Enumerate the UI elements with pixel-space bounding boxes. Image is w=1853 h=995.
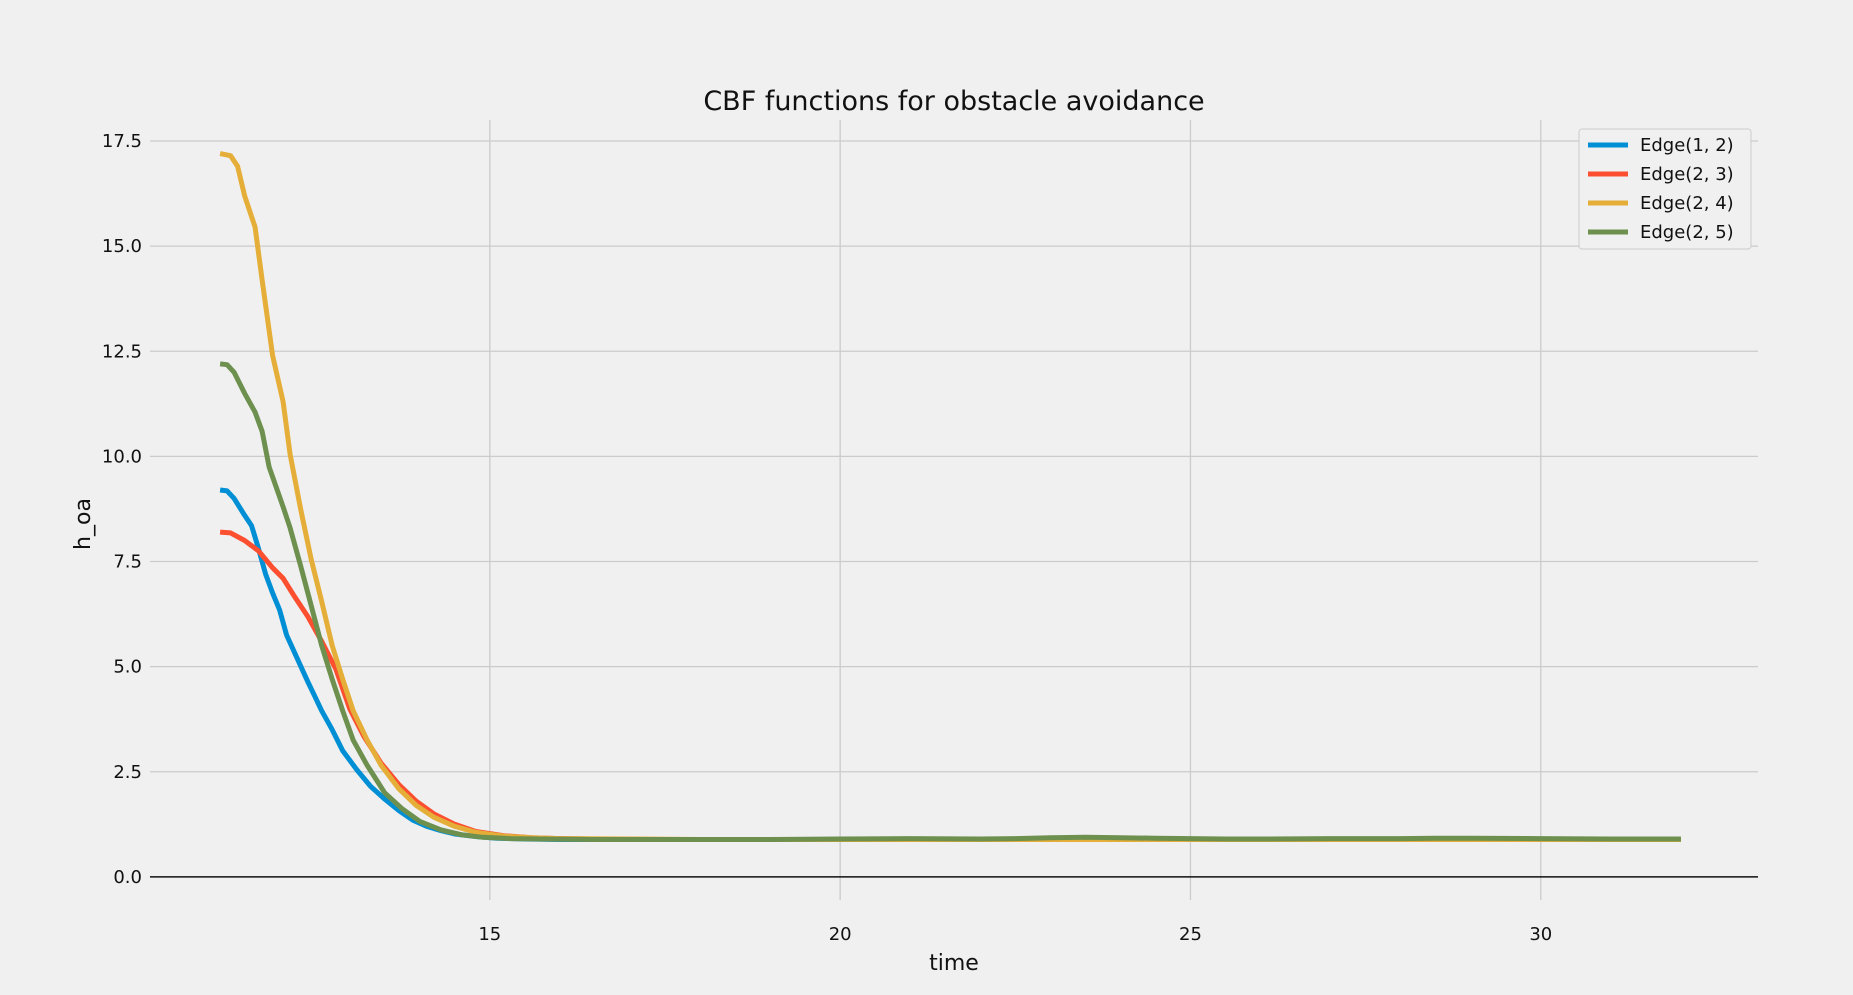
legend-label: Edge(1, 2) xyxy=(1640,135,1734,156)
grid xyxy=(150,120,1758,900)
y-tick-label: 12.5 xyxy=(102,341,142,362)
legend-entry: Edge(2, 3) xyxy=(1588,164,1734,185)
series-line-edge-2-4 xyxy=(219,151,1681,842)
legend-entry: Edge(2, 4) xyxy=(1588,193,1734,214)
y-axis-label: h_oa xyxy=(71,498,96,550)
x-tick-label: 20 xyxy=(829,924,852,945)
y-tick-label: 2.5 xyxy=(113,762,142,783)
y-tick-label: 7.5 xyxy=(113,552,142,573)
x-tick-labels: 15 20 25 30 xyxy=(478,924,1552,945)
x-axis-label: time xyxy=(929,951,979,976)
x-tick-label: 30 xyxy=(1529,924,1552,945)
y-tick-label: 0.0 xyxy=(113,867,142,888)
series-lines xyxy=(219,151,1681,842)
chart-title: CBF functions for obstacle avoidance xyxy=(703,86,1204,117)
x-tick-label: 25 xyxy=(1179,924,1202,945)
series-line-edge-2-5 xyxy=(219,361,1681,842)
legend-label: Edge(2, 5) xyxy=(1640,222,1734,243)
y-tick-label: 5.0 xyxy=(113,657,142,678)
legend: Edge(1, 2) Edge(2, 3) Edge(2, 4) Edge(2,… xyxy=(1578,128,1752,250)
legend-label: Edge(2, 3) xyxy=(1640,164,1734,185)
axes: 15 20 25 30 0.0 2.5 5.0 7.5 10.0 12.5 15.0 17.5 xyxy=(102,131,1552,945)
y-tick-label: 15.0 xyxy=(102,236,142,257)
legend-entry: Edge(1, 2) xyxy=(1588,135,1734,156)
y-tick-labels: 0.0 2.5 5.0 7.5 10.0 12.5 15.0 17.5 xyxy=(102,131,142,888)
legend-entry: Edge(2, 5) xyxy=(1588,222,1734,243)
legend-box xyxy=(1578,128,1752,250)
series-line-edge-1-2 xyxy=(219,487,1681,842)
y-tick-label: 17.5 xyxy=(102,131,142,152)
y-tick-label: 10.0 xyxy=(102,446,142,467)
x-tick-label: 15 xyxy=(478,924,501,945)
series-line-edge-2-3 xyxy=(219,529,1681,842)
legend-label: Edge(2, 4) xyxy=(1640,193,1734,214)
